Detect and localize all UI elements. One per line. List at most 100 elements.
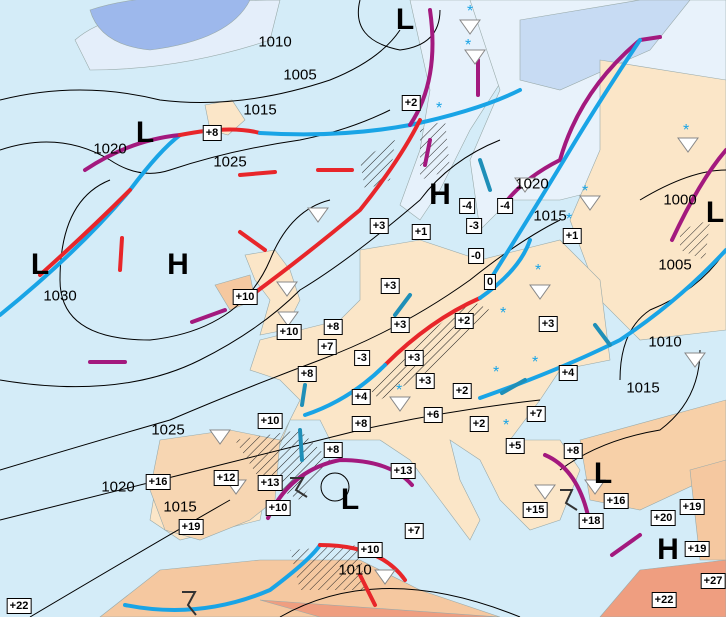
occluded-front: [83, 133, 182, 172]
svg-text:*: *: [500, 305, 506, 322]
temperature-label: +16: [603, 493, 629, 509]
snow-asterisk-icons: * * * * * * * * * * * *: [396, 3, 689, 434]
warm-front: [178, 127, 262, 137]
isobar-label: 1025: [151, 421, 185, 439]
temperature-label: +5: [505, 438, 525, 454]
wind-arrows: [88, 58, 642, 607]
isobar-label: 1010: [258, 33, 292, 51]
svg-text:*: *: [503, 417, 509, 434]
temperature-label: -0: [468, 248, 484, 264]
pressure-center-low: L: [30, 248, 50, 281]
temperature-label: +6: [423, 407, 443, 423]
temperature-label: +8: [323, 442, 343, 458]
cold-front: [0, 133, 182, 317]
temperature-label: +2: [401, 95, 421, 111]
temperature-label: -3: [466, 218, 482, 234]
cold-front: [488, 38, 642, 282]
temperature-label: +3: [404, 350, 424, 366]
isobar-label: 1010: [648, 333, 682, 351]
svg-text:*: *: [467, 3, 473, 20]
isobar-label: 1025: [213, 153, 247, 171]
warm-front: [38, 188, 132, 277]
pressure-center-low: L: [593, 457, 613, 490]
svg-text:*: *: [465, 37, 471, 54]
occluded-front: [408, 8, 435, 127]
temperature-label: +19: [679, 499, 705, 515]
isobar-label: 1005: [283, 66, 317, 84]
temperature-label: +16: [145, 474, 171, 490]
temperature-label: -4: [497, 198, 513, 214]
temperature-label: +3: [380, 278, 400, 294]
temperature-label: +3: [415, 373, 435, 389]
temperature-label: +2: [452, 383, 472, 399]
temperature-label: +13: [390, 463, 416, 479]
temperature-label: +10: [265, 500, 291, 516]
temperature-label: +18: [578, 513, 604, 529]
thunderstorm-icons: [182, 477, 578, 616]
pressure-center-high: H: [429, 178, 451, 211]
pressure-center-low: L: [395, 3, 415, 36]
svg-text:*: *: [436, 100, 442, 117]
pressure-center-low: L: [340, 483, 360, 516]
temperature-label: +3: [538, 316, 558, 332]
isobar-label: 1010: [338, 561, 372, 579]
temperature-label: +7: [526, 406, 546, 422]
svg-text:*: *: [396, 382, 402, 399]
isobar-label: 1015: [163, 498, 197, 516]
isobar-label: 1005: [658, 256, 692, 274]
isobar-label: 1020: [515, 175, 549, 193]
isobar-label: 1020: [93, 140, 127, 158]
isobar-label: 1015: [243, 101, 277, 119]
temperature-label: +10: [357, 542, 383, 558]
isobar-label: 1000: [663, 191, 697, 209]
temperature-label: +13: [257, 475, 283, 491]
isobar-label: 1015: [626, 379, 660, 397]
temperature-label: +8: [297, 366, 317, 382]
temperature-label: +3: [390, 317, 410, 333]
temperature-label: +10: [276, 324, 302, 340]
occluded-front: [670, 148, 726, 242]
temperature-label: +2: [469, 416, 489, 432]
svg-text:*: *: [532, 354, 538, 371]
temperature-label: +8: [563, 443, 583, 459]
temperature-label: +15: [522, 502, 548, 518]
temperature-label: +4: [351, 389, 371, 405]
temperature-label: +7: [317, 339, 337, 355]
temperature-label: +22: [651, 592, 677, 608]
temperature-label: +4: [558, 365, 578, 381]
temperature-label: +8: [323, 319, 343, 335]
isobar-label: 1015: [533, 207, 567, 225]
temperature-label: +19: [684, 541, 710, 557]
temperature-label: -3: [354, 350, 370, 366]
temperature-label: +1: [562, 228, 582, 244]
pressure-center-high: H: [167, 248, 189, 281]
temperature-label: +20: [650, 510, 676, 526]
temperature-label: +3: [369, 218, 389, 234]
temperature-label: +19: [178, 519, 204, 535]
fronts: [0, 8, 726, 612]
cold-front: [123, 543, 322, 612]
temperature-label: 0: [483, 274, 497, 290]
temperature-label: +8: [202, 125, 222, 141]
pressure-center-low: L: [135, 116, 155, 149]
cold-front: [303, 238, 532, 417]
svg-text:*: *: [493, 364, 499, 381]
temperature-label: +10: [232, 289, 258, 305]
svg-text:*: *: [683, 122, 689, 139]
svg-text:*: *: [566, 211, 572, 228]
warm-front: [383, 296, 482, 367]
svg-text:*: *: [582, 183, 588, 200]
temperature-label: +2: [454, 313, 474, 329]
temperature-label: -4: [459, 198, 475, 214]
pressure-center-high: H: [657, 533, 679, 566]
svg-text:*: *: [535, 262, 541, 279]
pressure-center-low: L: [705, 196, 725, 229]
temperature-label: +8: [351, 416, 371, 432]
temperature-label: +1: [411, 224, 431, 240]
temperature-label: +27: [700, 573, 726, 589]
shower-triangle-icons: [209, 19, 706, 585]
temperature-label: +22: [6, 598, 32, 614]
warm-front: [243, 118, 422, 302]
